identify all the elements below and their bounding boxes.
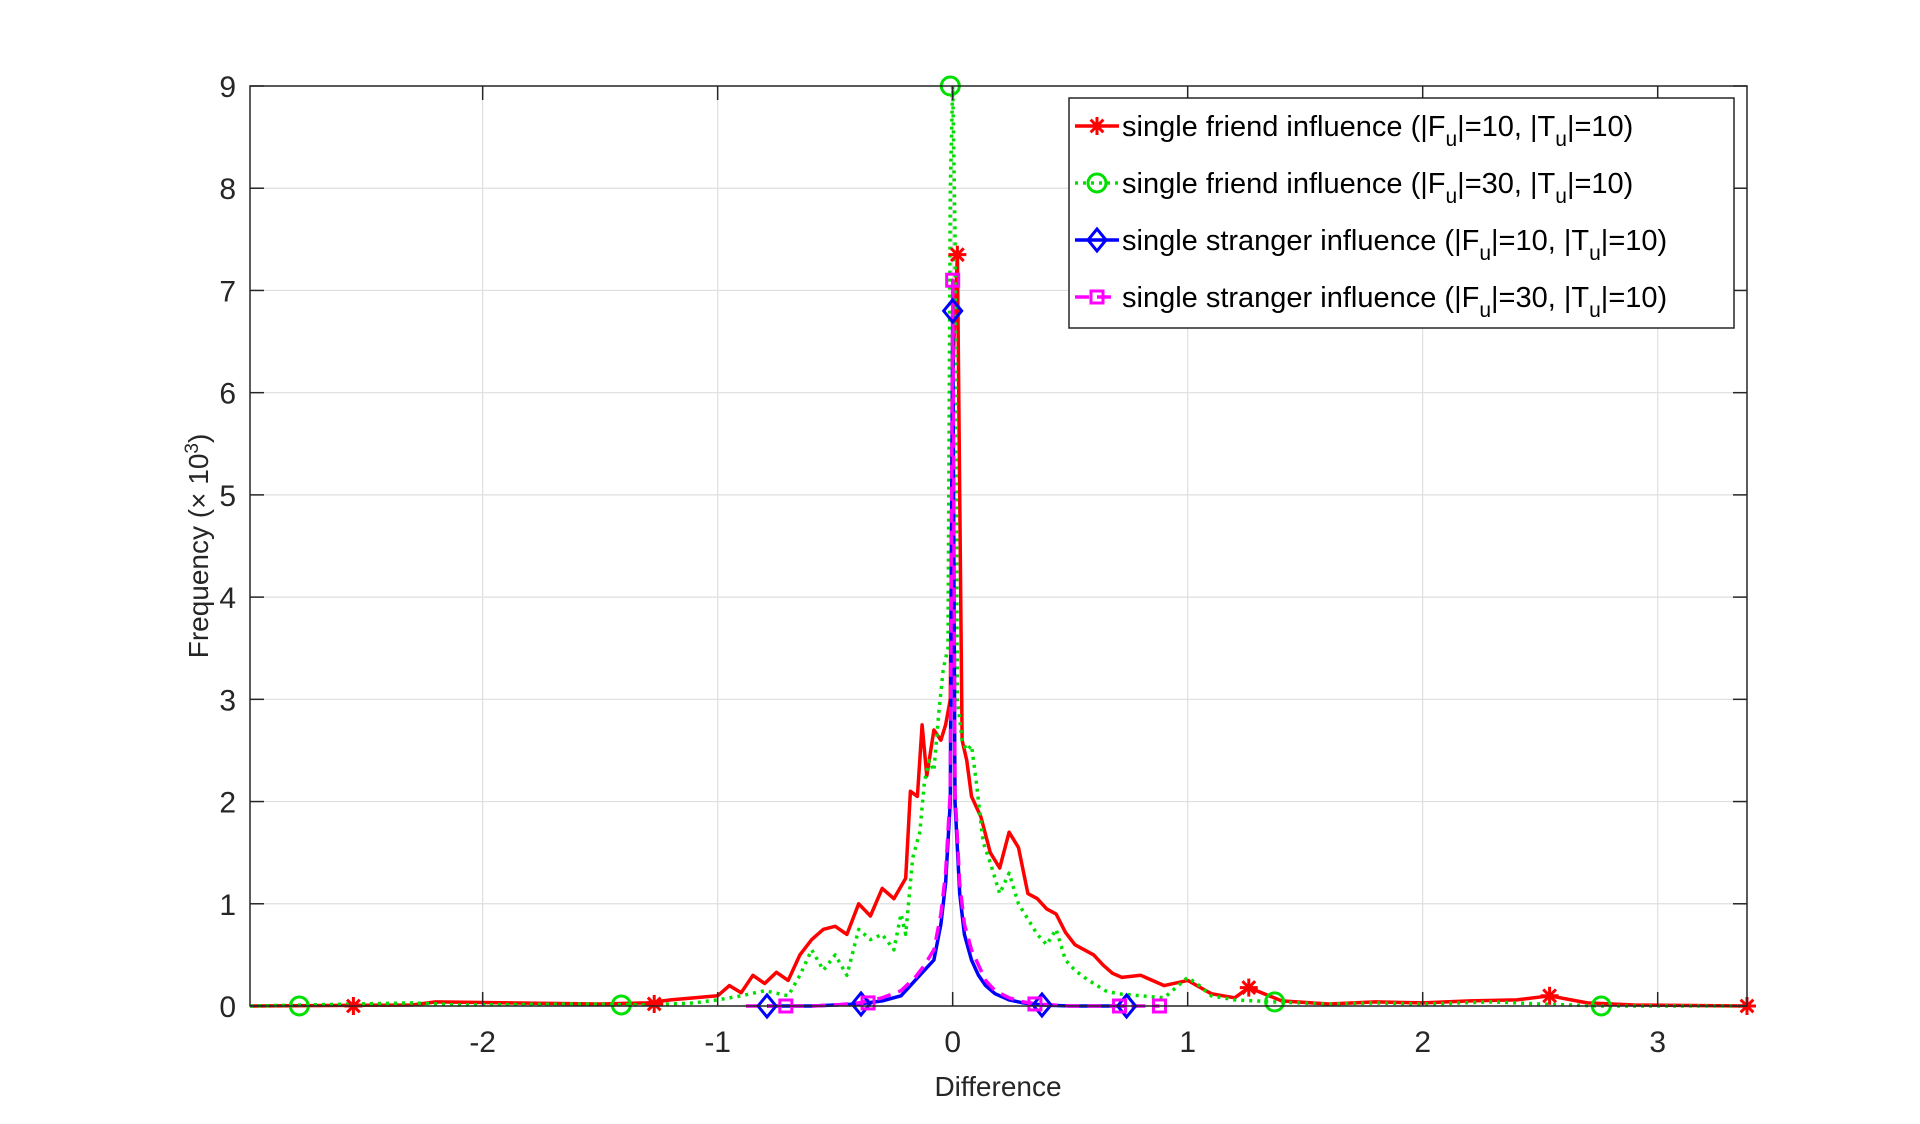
x-tick-label: -1: [704, 1026, 731, 1059]
series-line-4: [745, 278, 1160, 1008]
legend-label-4: single stranger influence (|Fu|=30, |Tu|…: [1122, 282, 1667, 322]
series-3-marker: [850, 990, 872, 1018]
x-tick-label: -2: [469, 1026, 496, 1059]
x-tick-label: 2: [1414, 1026, 1431, 1059]
y-tick-label: 6: [219, 378, 236, 411]
x-tick-label: 3: [1649, 1026, 1666, 1059]
series-3-marker: [941, 297, 964, 325]
y-tick-label: 0: [219, 991, 236, 1024]
legend-label-1: single friend influence (|Fu|=10, |Tu|=1…: [1122, 111, 1633, 151]
series-1-marker: [1540, 986, 1559, 1005]
series-4-marker: [945, 272, 961, 288]
legend-marker-2: [1086, 172, 1108, 194]
series-3-marker: [1115, 992, 1138, 1020]
y-tick-label: 2: [219, 787, 236, 820]
series-line-2: [249, 84, 1747, 1008]
y-axis-label: Frequency (× 103): [182, 434, 214, 659]
grid-lines: [250, 85, 1747, 1007]
series-2-marker: [610, 994, 632, 1016]
y-tick-label: 5: [219, 480, 236, 513]
y-tick-label: 1: [219, 889, 236, 922]
series-3-marker: [756, 992, 778, 1020]
series-1-marker: [948, 245, 967, 264]
y-tick-label: 3: [219, 684, 236, 717]
y-tick-label: 8: [219, 173, 236, 206]
axis-ticks: -2 -1 0 1 2 3 0 1 2 3 4 5 6 7 8 9: [219, 71, 1747, 1059]
series-2-marker: [1264, 991, 1286, 1013]
series-3-marker: [1031, 991, 1053, 1019]
legend-marker-4: [1089, 289, 1105, 305]
y-tick-label: 4: [219, 582, 236, 615]
x-tick-label: 1: [1179, 1026, 1196, 1059]
legend: single friend influence (|Fu|=10, |Tu|=1…: [1068, 97, 1735, 329]
legend-label-3: single stranger influence (|Fu|=10, |Tu|…: [1122, 225, 1667, 265]
series-1-marker: [1239, 978, 1258, 997]
series-4-marker: [1027, 996, 1043, 1012]
plot-frame: [249, 85, 1748, 1007]
legend-marker-3: [1086, 226, 1108, 254]
y-tick-label: 7: [219, 275, 236, 308]
legend-box: [1068, 97, 1735, 329]
series-line-1: [249, 252, 1748, 1008]
legend-label-2: single friend influence (|Fu|=30, |Tu|=1…: [1122, 168, 1633, 208]
series-1-marker: [645, 994, 664, 1013]
y-tick-label: 9: [219, 71, 236, 104]
legend-marker-1: [1088, 117, 1106, 135]
x-tick-label: 0: [944, 1026, 961, 1059]
series-4-marker: [860, 995, 876, 1011]
series-lines: [249, 84, 1748, 1008]
x-axis-label: Difference: [934, 1071, 1061, 1102]
